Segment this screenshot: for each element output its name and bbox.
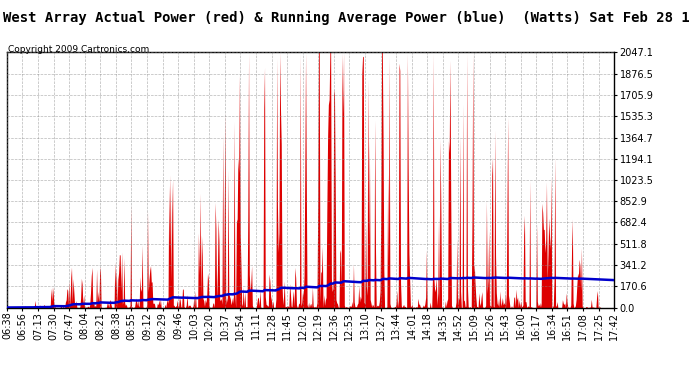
Text: West Array Actual Power (red) & Running Average Power (blue)  (Watts) Sat Feb 28: West Array Actual Power (red) & Running …: [3, 11, 690, 26]
Text: Copyright 2009 Cartronics.com: Copyright 2009 Cartronics.com: [8, 45, 150, 54]
